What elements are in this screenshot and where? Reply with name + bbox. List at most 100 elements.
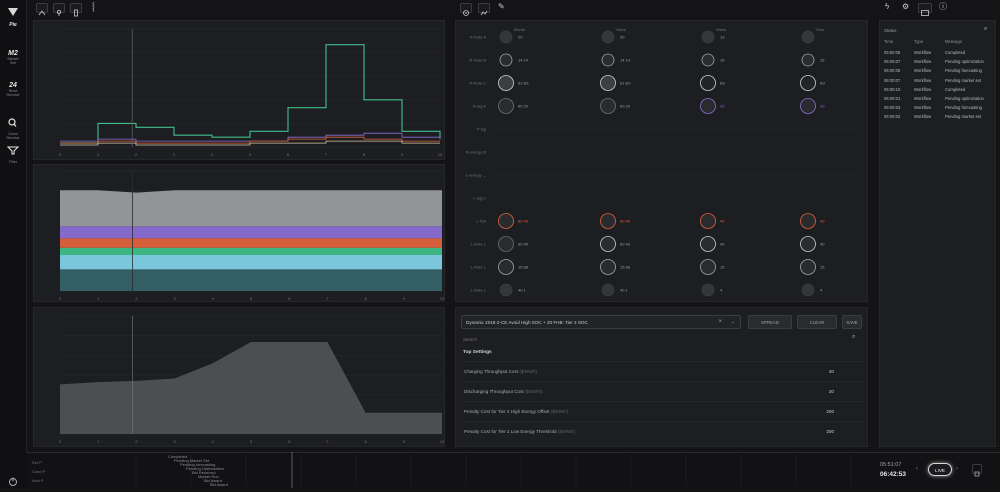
target-tool-button[interactable] [460, 3, 472, 16]
matrix-column-label: Value [616, 27, 627, 32]
display-button[interactable] [918, 3, 932, 16]
filter-icon [6, 146, 20, 155]
timeline-left-label: Cond P [32, 469, 46, 474]
matrix-circle [800, 98, 816, 114]
x-tick-label: 10 [438, 152, 443, 157]
signal-icon[interactable]: ⸾ [92, 2, 95, 11]
matrix-value: B3 [720, 81, 726, 86]
rewind-icon[interactable]: ‹ [916, 466, 918, 472]
matrix-value: 60 40 [518, 242, 529, 247]
clear-button[interactable]: CLEAR [797, 315, 837, 329]
settings-section-title: Top Settings [463, 350, 492, 355]
spread-button[interactable]: SPREAD [748, 315, 792, 329]
x-tick-label: 7 [326, 439, 329, 444]
timeline-event-label: Pending Optimization [186, 466, 224, 471]
pin-tool-button[interactable] [53, 3, 65, 16]
matrix-circle [498, 236, 514, 252]
log-cell: Workflow [914, 68, 932, 74]
matrix-circle [801, 283, 815, 297]
chart-tool-button[interactable] [478, 3, 490, 16]
stack-area [60, 226, 442, 239]
matrix-row-label: L-Rate L [471, 265, 487, 270]
matrix-value: 4 [820, 288, 823, 293]
matrix-circle [600, 259, 616, 275]
matrix-value: 13 [720, 35, 725, 40]
setting-label: Penalty Cost for Tier 2 Low Energy Thres… [464, 429, 557, 434]
search-icon[interactable]: ⌕ [852, 334, 856, 340]
matrix-row-label: L-Rate L [471, 242, 487, 247]
matrix-row-label: R-Rate A [470, 35, 487, 40]
log-cell: 06:00:10 [884, 86, 901, 92]
log-cell: Pending market set [945, 114, 982, 120]
settings-icon[interactable]: ⚙ [902, 2, 910, 11]
log-cell: 06:00:07 [884, 77, 901, 83]
side-nav: Pie M2 Market Sell 24 Short Revolve Zoom… [0, 0, 27, 488]
matrix-row-label: R-energy B [466, 150, 487, 155]
setting-value[interactable]: 20 [828, 389, 834, 394]
cursor-tool-button[interactable] [36, 3, 48, 16]
nav-item-market[interactable]: M2 Market Sell [7, 50, 19, 65]
forward-icon[interactable]: › [956, 466, 958, 472]
matrix-value: 60 40 [620, 219, 631, 224]
x-tick-label: 1 [97, 296, 100, 301]
log-cell: Workflow [914, 96, 932, 101]
chevron-down-icon[interactable]: ⌄ [730, 319, 735, 325]
power-icon[interactable] [0, 474, 26, 492]
nav-item-short[interactable]: 24 Short Revolve [6, 82, 20, 97]
timeline-event-label: Pending Market Set [174, 458, 210, 463]
matrix-column-label: Hour [816, 27, 825, 32]
log-cell: Completed [945, 86, 966, 92]
setting-row[interactable]: Penalty Cost for Tier 2 High Energy Offs… [462, 401, 862, 422]
nav-item-pie[interactable]: Pie [9, 22, 17, 28]
matrix-column-label: Month [514, 27, 525, 32]
setting-label: Penalty Cost for Tier 2 High Energy Offs… [464, 409, 550, 414]
matrix-circle [600, 75, 616, 91]
flash-icon[interactable]: ϟ [885, 2, 890, 11]
matrix-value: 14 14 [518, 58, 529, 63]
matrix-row-label: L-energy ... [466, 173, 486, 178]
matrix-value: 40 [820, 242, 825, 247]
target-icon [463, 10, 469, 16]
timeline-event-label: Bid Award [210, 482, 228, 487]
line-chart-panel: 0 1 2 3 4 5 6 7 8 9 10 [33, 20, 445, 160]
settings-search-input[interactable] [461, 334, 863, 344]
setting-value[interactable]: 200 [826, 409, 834, 414]
setting-row[interactable]: Penalty Cost for Tier 2 Low Energy Thres… [462, 421, 862, 442]
x-tick-label: 0 [59, 439, 62, 444]
soc-area [60, 342, 442, 434]
edit-icon[interactable]: ✎ [498, 2, 505, 11]
x-tick-label: 0 [59, 152, 62, 157]
nav-item-zoom[interactable]: Zoom Revolve [0, 114, 26, 140]
timeline-event-label: Pending forecasting [180, 462, 215, 467]
clear-icon[interactable]: × [718, 319, 722, 325]
nav-item-filter[interactable]: Filter [0, 142, 26, 164]
stacked-area-chart[interactable]: 0 1 2 3 4 5 6 7 8 9 10 [34, 165, 446, 303]
logo-icon [0, 4, 26, 22]
fullscreen-button[interactable] [972, 464, 982, 477]
matrix-value: 60 20 [620, 104, 631, 109]
search-icon[interactable]: ⌕ [984, 26, 988, 32]
setting-value[interactable]: 200 [826, 429, 834, 434]
log-cell: Workflow [914, 105, 932, 111]
setting-row[interactable]: Discharging Throughput Cost ($/MWh) 20 [462, 381, 862, 402]
setting-row[interactable]: Charging Throughput Cost ($/MWh) 20 [462, 361, 862, 382]
info-icon[interactable]: ⓘ [939, 2, 947, 11]
battery-tool-button[interactable] [70, 3, 82, 17]
dropdown-value: Dynamic 2018-2-CE Avoid High SOC + 20 FH… [466, 320, 588, 325]
line-chart[interactable]: 0 1 2 3 4 5 6 7 8 9 10 [34, 21, 446, 161]
matrix-circle [700, 98, 716, 114]
strategy-dropdown[interactable]: Dynamic 2018-2-CE Avoid High SOC + 20 FH… [461, 315, 741, 329]
stack-area [60, 247, 442, 255]
series-line [60, 140, 440, 146]
matrix-value: 20 [620, 35, 625, 40]
matrix-circle [498, 259, 514, 275]
log-cell: Pending optimization [945, 96, 984, 101]
timeline-event-label: Market Run [198, 474, 219, 479]
setting-value[interactable]: 20 [828, 369, 834, 374]
matrix-row-label: P lag [477, 127, 486, 132]
save-button[interactable]: SAVE [842, 315, 862, 329]
x-tick-label: 9 [403, 296, 406, 301]
soc-area-chart[interactable]: 0 1 2 3 4 5 6 7 8 9 10 [34, 308, 446, 448]
live-button[interactable]: LIVE [928, 463, 952, 476]
